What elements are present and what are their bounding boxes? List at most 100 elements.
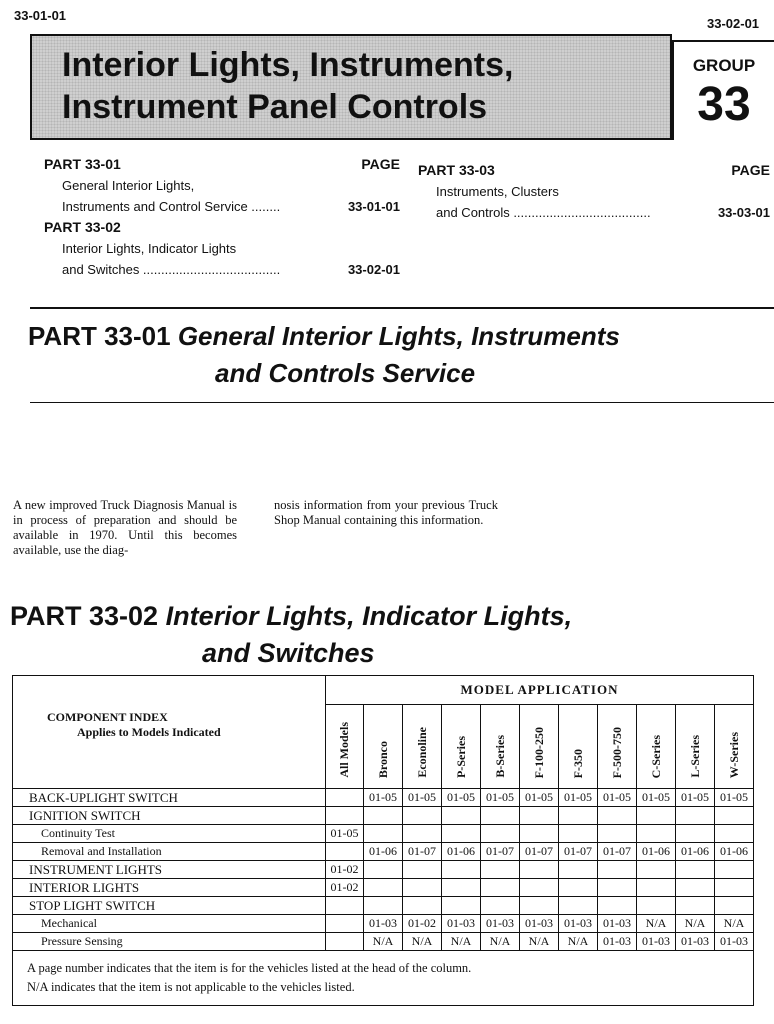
page-reference-cell xyxy=(480,824,520,843)
toc-left: PART 33-01 PAGE General Interior Lights,… xyxy=(44,154,400,280)
page-reference-cell: N/A xyxy=(714,914,754,933)
page-reference-cell xyxy=(714,896,754,915)
page-reference-cell: N/A xyxy=(675,914,715,933)
model-column-label: C-Series xyxy=(648,734,663,778)
page-reference-cell xyxy=(597,878,637,897)
page-reference-cell: 01-03 xyxy=(558,914,598,933)
page-reference-cell xyxy=(675,896,715,915)
page-reference-cell xyxy=(480,860,520,879)
page-reference-cell: 01-03 xyxy=(441,914,481,933)
toc-page[interactable]: 33-02-01 xyxy=(347,262,400,277)
page-reference-cell xyxy=(558,860,598,879)
page-reference-cell xyxy=(480,896,520,915)
group-title-line1: Interior Lights, Instruments, xyxy=(62,46,514,84)
model-column-header: B-Series xyxy=(480,704,520,789)
page-reference-cell: 01-07 xyxy=(402,842,442,861)
page-reference-cell: 01-03 xyxy=(636,932,676,951)
model-column-label: F-100-250 xyxy=(531,726,546,778)
page-reference-cell: 01-05 xyxy=(597,788,637,807)
toc-page[interactable]: 33-01-01 xyxy=(347,199,400,214)
page-reference-cell: 01-07 xyxy=(597,842,637,861)
model-column-label: P-Series xyxy=(453,736,468,778)
page-reference-cell xyxy=(675,878,715,897)
page-reference-cell xyxy=(597,824,637,843)
page-reference-cell: 01-02 xyxy=(402,914,442,933)
page-reference-cell xyxy=(402,824,442,843)
model-column-label: Bronco xyxy=(375,740,390,778)
model-column-header: Bronco xyxy=(363,704,403,789)
table-row: INSTRUMENT LIGHTS 01-02 xyxy=(12,860,754,879)
page-reference-cell: 01-05 xyxy=(441,788,481,807)
model-column-header: F-350 xyxy=(558,704,598,789)
page-reference-cell: 01-03 xyxy=(675,932,715,951)
part1-paragraph-col2: nosis information from your previous Tru… xyxy=(274,498,498,527)
page-reference-cell xyxy=(558,878,598,897)
table-row: Removal and Installation 01-06 01-07 01-06 0… xyxy=(12,842,754,861)
page-reference-cell xyxy=(441,878,481,897)
page-reference-cell xyxy=(363,878,403,897)
page-reference-cell xyxy=(636,824,676,843)
toc-part-row: PART 33-01 PAGE xyxy=(44,154,400,175)
index-subtitle: Applies to Models Indicated xyxy=(77,725,221,739)
table-row: Continuity Test 01-05 xyxy=(12,824,754,843)
model-column-label: L-Series xyxy=(687,735,702,778)
footnote-1: A page number indicates that the item is… xyxy=(27,961,472,975)
table-row: Pressure Sensing N/A N/A N/A N/A N/A N/A 01-03 0… xyxy=(12,932,754,951)
component-label: INTERIOR LIGHTS xyxy=(12,878,326,897)
page-reference-cell xyxy=(714,806,754,825)
page-reference-cell xyxy=(636,896,676,915)
page-reference-cell xyxy=(325,932,364,951)
page-reference-cell: N/A xyxy=(519,932,559,951)
page-reference-cell xyxy=(325,896,364,915)
page-reference-cell: 01-06 xyxy=(675,842,715,861)
model-header-row: All Models Bronco Econoline P-Series B-Serie… xyxy=(13,704,754,789)
table-row: BACK-UPLIGHT SWITCH 01-05 01-05 01-05 01-05 0… xyxy=(12,788,754,807)
page-reference-cell: 01-05 xyxy=(402,788,442,807)
page-reference-cell xyxy=(597,860,637,879)
model-column-header: C-Series xyxy=(636,704,676,789)
table-row: IGNITION SWITCH xyxy=(12,806,754,825)
page-reference-cell xyxy=(519,824,559,843)
page-reference-cell xyxy=(325,788,364,807)
component-label: Removal and Installation xyxy=(12,842,326,861)
page-reference-cell: 01-06 xyxy=(714,842,754,861)
page-reference-cell: 01-06 xyxy=(441,842,481,861)
page-reference-cell xyxy=(597,896,637,915)
part2-prefix: PART 33-02 xyxy=(10,601,159,631)
toc-line: and Controls ...........................… xyxy=(418,202,770,223)
part1-heading-line1: PART 33-01 General Interior Lights, Inst… xyxy=(28,318,774,355)
group-number: 33 xyxy=(697,78,751,131)
footnote-cell: A page number indicates that the item is… xyxy=(12,950,754,1006)
page-reference-cell xyxy=(519,896,559,915)
page-reference-cell xyxy=(441,806,481,825)
page-reference-cell: 01-03 xyxy=(480,914,520,933)
part2-title-line2: and Switches xyxy=(10,635,774,672)
toc-page[interactable]: 33-03-01 xyxy=(717,205,770,220)
page-reference-cell xyxy=(363,896,403,915)
page-reference-cell xyxy=(558,824,598,843)
page-reference-cell: N/A xyxy=(441,932,481,951)
page-reference-cell xyxy=(441,860,481,879)
page-reference-cell: 01-07 xyxy=(519,842,559,861)
toc-line-text: Instruments and Control Service ........ xyxy=(62,199,281,214)
table-row: Mechanical 01-03 01-02 01-03 01-03 01-03 01-03… xyxy=(12,914,754,933)
page-reference-cell xyxy=(675,824,715,843)
page-reference-cell xyxy=(480,878,520,897)
table-row: STOP LIGHT SWITCH xyxy=(12,896,754,915)
toc-line: Instruments and Control Service ........… xyxy=(44,196,400,217)
page-reference-cell xyxy=(519,860,559,879)
page-reference-cell: 01-05 xyxy=(363,788,403,807)
page-reference-cell xyxy=(363,806,403,825)
model-column-header: L-Series xyxy=(675,704,715,789)
model-column-header: Econoline xyxy=(402,704,442,789)
model-column-header: P-Series xyxy=(441,704,481,789)
toc-right: PART 33-03 PAGE Instruments, Clusters an… xyxy=(418,160,770,223)
page-reference-cell: 01-05 xyxy=(480,788,520,807)
page-reference-cell xyxy=(325,914,364,933)
divider xyxy=(30,307,774,309)
index-title: COMPONENT INDEX xyxy=(47,710,168,724)
page-reference-cell: 01-03 xyxy=(363,914,403,933)
group-title-box: Interior Lights, Instruments, Instrument… xyxy=(30,34,672,140)
part2-heading: PART 33-02 Interior Lights, Indicator Li… xyxy=(10,598,774,672)
component-label: BACK-UPLIGHT SWITCH xyxy=(12,788,326,807)
